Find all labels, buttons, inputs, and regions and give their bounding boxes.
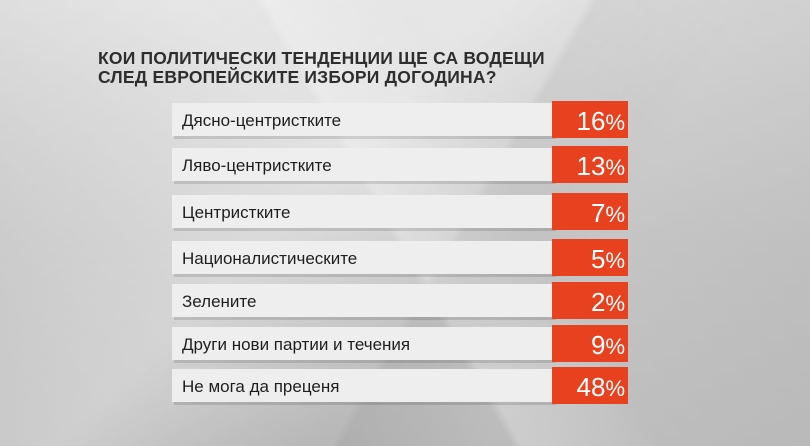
- row-label-bar: [172, 103, 554, 136]
- value-label: 9%: [591, 330, 625, 360]
- row-label-bar: [172, 284, 554, 317]
- chart-title: Кои политически тенденции ще са водещи с…: [98, 49, 718, 87]
- value-label: 16%: [577, 106, 625, 136]
- chart-row: Дясно-центристките 16%: [172, 101, 628, 139]
- value-box: [552, 325, 628, 362]
- row-label-text: Националистическите: [182, 249, 357, 268]
- value-label: 5%: [591, 244, 625, 274]
- row-label-bar: [172, 369, 554, 402]
- row-label-bar: [172, 327, 554, 360]
- value-box: [552, 282, 628, 319]
- chart-title-line-2: след европейските избори догодина?: [98, 67, 497, 87]
- value-label: 13%: [577, 151, 625, 181]
- chart-row: Националистическите 5%: [172, 239, 628, 277]
- chart-title-line-1: Кои политически тенденции ще са водещи: [98, 48, 545, 68]
- row-label-text: Дясно-центристките: [182, 111, 341, 130]
- row-label-text: Не мога да преценя: [182, 377, 339, 396]
- chart-row: Други нови партии и течения 9%: [172, 325, 628, 363]
- value-label: 48%: [577, 372, 625, 402]
- value-box: [552, 367, 628, 404]
- value-box: [552, 146, 628, 183]
- row-label-bar: [172, 241, 554, 274]
- row-label-text: Други нови партии и течения: [182, 335, 410, 354]
- chart-row: Центристките 7%: [172, 193, 628, 231]
- value-label: 2%: [591, 287, 625, 317]
- row-label-bar: [172, 148, 554, 181]
- row-label-text: Центристките: [182, 203, 290, 222]
- row-label-text: Ляво-центристките: [182, 156, 332, 175]
- chart-row: Зелените 2%: [172, 282, 628, 320]
- value-box: [552, 193, 628, 230]
- value-box: [552, 101, 628, 138]
- value-label: 7%: [591, 198, 625, 228]
- value-box: [552, 239, 628, 276]
- row-label-bar: [172, 195, 554, 228]
- chart-row: Ляво-центристките 13%: [172, 146, 628, 184]
- chart-row: Не мога да преценя 48%: [172, 367, 628, 405]
- row-label-text: Зелените: [182, 292, 256, 311]
